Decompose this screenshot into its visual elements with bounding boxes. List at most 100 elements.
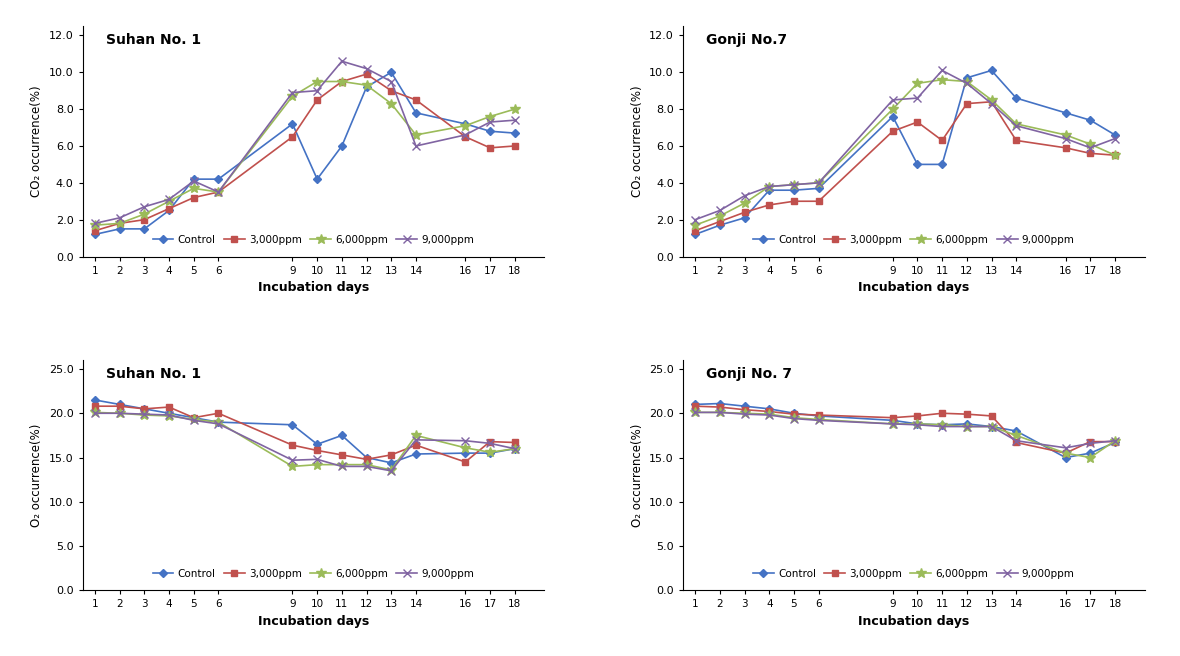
Y-axis label: O₂ occurrence(%): O₂ occurrence(%) bbox=[31, 424, 44, 527]
6,000ppm bbox=[910, 79, 924, 87]
Control bbox=[483, 449, 497, 457]
9,000ppm bbox=[959, 422, 973, 430]
Text: Gonji No.7: Gonji No.7 bbox=[706, 33, 787, 47]
3,000ppm bbox=[935, 409, 949, 417]
Legend: Control, 3,000ppm, 6,000ppm, 9,000ppm: Control, 3,000ppm, 6,000ppm, 9,000ppm bbox=[749, 231, 1079, 249]
Control bbox=[787, 409, 801, 417]
3,000ppm bbox=[959, 410, 973, 418]
Legend: Control, 3,000ppm, 6,000ppm, 9,000ppm: Control, 3,000ppm, 6,000ppm, 9,000ppm bbox=[149, 565, 478, 583]
Legend: Control, 3,000ppm, 6,000ppm, 9,000ppm: Control, 3,000ppm, 6,000ppm, 9,000ppm bbox=[149, 231, 478, 249]
6,000ppm bbox=[507, 445, 522, 453]
3,000ppm bbox=[1083, 438, 1097, 445]
Control bbox=[483, 127, 497, 135]
X-axis label: Incubation days: Incubation days bbox=[258, 615, 369, 628]
X-axis label: Incubation days: Incubation days bbox=[858, 281, 969, 294]
Control bbox=[984, 66, 998, 74]
6,000ppm bbox=[186, 184, 201, 192]
Control bbox=[935, 421, 949, 429]
Line: 3,000ppm: 3,000ppm bbox=[92, 403, 518, 464]
9,000ppm bbox=[1058, 134, 1073, 142]
Line: 6,000ppm: 6,000ppm bbox=[690, 407, 1120, 462]
6,000ppm bbox=[1083, 453, 1097, 461]
9,000ppm bbox=[385, 467, 399, 475]
Control bbox=[1009, 94, 1023, 102]
6,000ppm bbox=[738, 409, 752, 417]
3,000ppm bbox=[408, 96, 422, 104]
9,000ppm bbox=[787, 415, 801, 422]
6,000ppm bbox=[1009, 120, 1023, 128]
9,000ppm bbox=[408, 436, 422, 443]
9,000ppm bbox=[137, 410, 151, 418]
9,000ppm bbox=[910, 94, 924, 102]
Control bbox=[335, 142, 349, 150]
6,000ppm bbox=[959, 422, 973, 430]
Line: 6,000ppm: 6,000ppm bbox=[90, 77, 519, 230]
Control bbox=[812, 412, 826, 420]
3,000ppm bbox=[87, 402, 101, 410]
3,000ppm bbox=[286, 133, 300, 140]
3,000ppm bbox=[762, 407, 776, 415]
6,000ppm bbox=[286, 462, 300, 470]
3,000ppm bbox=[984, 98, 998, 106]
6,000ppm bbox=[886, 420, 900, 428]
9,000ppm bbox=[738, 410, 752, 418]
6,000ppm bbox=[910, 420, 924, 428]
Control bbox=[738, 402, 752, 410]
3,000ppm bbox=[1058, 449, 1073, 457]
6,000ppm bbox=[408, 432, 422, 440]
9,000ppm bbox=[360, 462, 374, 470]
9,000ppm bbox=[910, 421, 924, 429]
6,000ppm bbox=[984, 96, 998, 104]
6,000ppm bbox=[310, 77, 325, 85]
3,000ppm bbox=[162, 403, 176, 411]
6,000ppm bbox=[886, 105, 900, 113]
Control bbox=[286, 120, 300, 128]
Control bbox=[112, 400, 126, 408]
3,000ppm bbox=[812, 411, 826, 419]
9,000ppm bbox=[1058, 444, 1073, 452]
9,000ppm bbox=[812, 417, 826, 424]
Control bbox=[137, 405, 151, 413]
9,000ppm bbox=[87, 409, 101, 417]
3,000ppm bbox=[910, 412, 924, 420]
6,000ppm bbox=[1083, 140, 1097, 148]
3,000ppm bbox=[335, 77, 349, 85]
9,000ppm bbox=[935, 66, 949, 74]
9,000ppm bbox=[1108, 437, 1122, 445]
6,000ppm bbox=[360, 461, 374, 468]
Control bbox=[186, 175, 201, 183]
Control bbox=[688, 230, 702, 238]
6,000ppm bbox=[762, 182, 776, 190]
6,000ppm bbox=[787, 181, 801, 189]
6,000ppm bbox=[1108, 152, 1122, 159]
6,000ppm bbox=[1058, 131, 1073, 139]
9,000ppm bbox=[787, 181, 801, 189]
6,000ppm bbox=[483, 113, 497, 121]
6,000ppm bbox=[385, 100, 399, 108]
6,000ppm bbox=[688, 221, 702, 229]
Control bbox=[360, 453, 374, 461]
6,000ppm bbox=[310, 461, 325, 468]
9,000ppm bbox=[507, 445, 522, 453]
Control bbox=[1058, 453, 1073, 461]
3,000ppm bbox=[959, 100, 973, 108]
9,000ppm bbox=[886, 96, 900, 104]
9,000ppm bbox=[211, 188, 225, 196]
Control bbox=[713, 400, 727, 407]
9,000ppm bbox=[310, 455, 325, 463]
9,000ppm bbox=[286, 89, 300, 96]
9,000ppm bbox=[483, 440, 497, 447]
Control bbox=[1009, 427, 1023, 435]
9,000ppm bbox=[1009, 437, 1023, 445]
9,000ppm bbox=[310, 87, 325, 94]
Control bbox=[87, 230, 101, 238]
Line: Control: Control bbox=[693, 401, 1117, 461]
6,000ppm bbox=[935, 421, 949, 429]
6,000ppm bbox=[738, 199, 752, 207]
Line: Control: Control bbox=[693, 68, 1117, 237]
6,000ppm bbox=[87, 221, 101, 229]
6,000ppm bbox=[713, 212, 727, 220]
Control bbox=[812, 184, 826, 192]
9,000ppm bbox=[507, 116, 522, 124]
Control bbox=[360, 83, 374, 91]
